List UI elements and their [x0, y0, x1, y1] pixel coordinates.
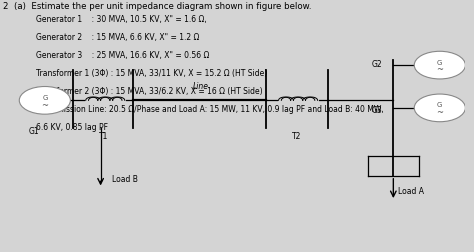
- Text: T1: T1: [99, 132, 109, 141]
- Text: Transformer 2 (3Φ) : 15 MVA, 33/6.2 KV, X = 16 Ω (HT Side): Transformer 2 (3Φ) : 15 MVA, 33/6.2 KV, …: [36, 87, 262, 96]
- Text: G: G: [437, 59, 443, 66]
- Text: Generator 3    : 25 MVA, 16.6 KV, X" = 0.56 Ω: Generator 3 : 25 MVA, 16.6 KV, X" = 0.56…: [36, 51, 209, 59]
- Text: G3: G3: [372, 105, 383, 114]
- Text: Generator 1    : 30 MVA, 10.5 KV, X" = 1.6 Ω,: Generator 1 : 30 MVA, 10.5 KV, X" = 1.6 …: [36, 14, 206, 23]
- Text: G: G: [42, 94, 47, 101]
- Text: Load A: Load A: [398, 187, 424, 196]
- Text: G1: G1: [29, 127, 39, 136]
- Text: Load B: Load B: [112, 174, 138, 183]
- Text: 6.6 KV, 0.85 lag PF: 6.6 KV, 0.85 lag PF: [36, 123, 108, 132]
- Text: Line: Line: [192, 81, 209, 90]
- Text: ~: ~: [41, 100, 48, 109]
- Text: G2: G2: [372, 60, 383, 69]
- Circle shape: [414, 52, 465, 80]
- Text: ~: ~: [436, 65, 443, 74]
- Text: T2: T2: [292, 132, 302, 141]
- Circle shape: [19, 87, 71, 115]
- Text: ~: ~: [436, 108, 443, 117]
- Text: Generator 2    : 15 MVA, 6.6 KV, X" = 1.2 Ω: Generator 2 : 15 MVA, 6.6 KV, X" = 1.2 Ω: [36, 33, 199, 42]
- Circle shape: [414, 95, 465, 122]
- Text: Transmission Line: 20.5 Ω/Phase and Load A: 15 MW, 11 KV, 0.9 lag PF and Load B:: Transmission Line: 20.5 Ω/Phase and Load…: [36, 105, 383, 114]
- Text: 2  (a)  Estimate the per unit impedance diagram shown in figure below.: 2 (a) Estimate the per unit impedance di…: [3, 2, 311, 11]
- Text: Transformer 1 (3Φ) : 15 MVA, 33/11 KV, X = 15.2 Ω (HT Side): Transformer 1 (3Φ) : 15 MVA, 33/11 KV, X…: [36, 69, 267, 78]
- Text: G: G: [437, 102, 443, 108]
